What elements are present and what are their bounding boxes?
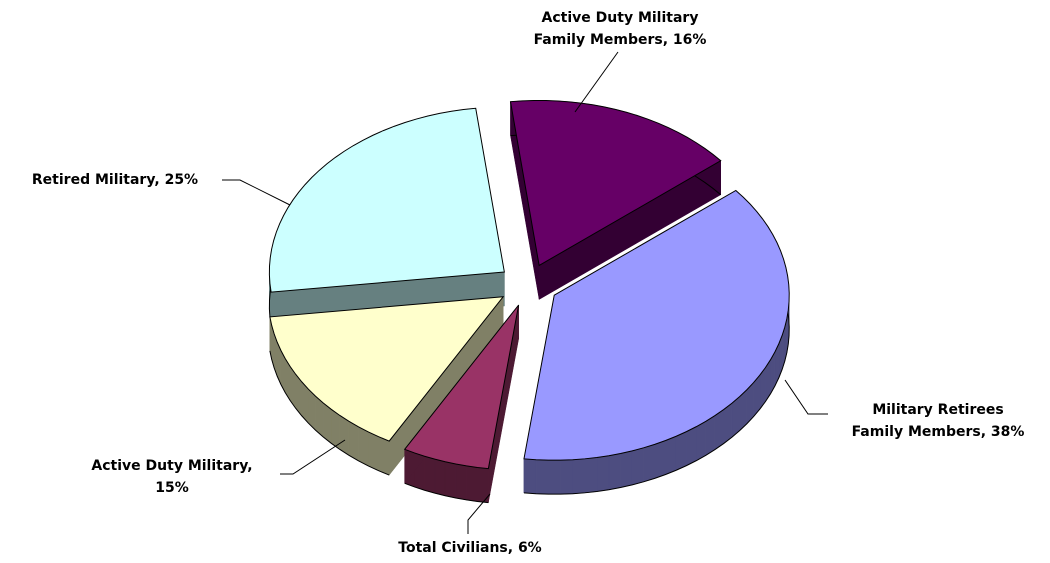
leader-line xyxy=(784,379,828,415)
data-label: Total Civilians, 6% xyxy=(398,540,541,556)
slice-wall-edge xyxy=(404,482,489,504)
slice xyxy=(523,189,790,461)
data-label: Military Retirees xyxy=(872,402,1003,418)
data-label: Family Members, 38% xyxy=(852,424,1025,440)
data-label: Retired Military, 25% xyxy=(32,172,198,188)
slice-wall xyxy=(535,459,549,495)
slice-wall xyxy=(378,436,390,476)
slice xyxy=(269,296,505,442)
slice-wall xyxy=(714,409,724,451)
slice-wall xyxy=(348,420,359,462)
slice-wall xyxy=(339,415,350,456)
leader-line xyxy=(574,51,619,113)
data-label: Active Duty Military xyxy=(542,10,699,26)
slice-wall xyxy=(620,450,633,488)
data-label: 15% xyxy=(155,480,189,496)
slice-wall xyxy=(548,459,561,495)
slice-wall xyxy=(686,426,697,467)
slice-wall xyxy=(696,420,707,462)
slice-wall xyxy=(705,415,716,456)
slice-wall xyxy=(444,461,457,499)
slice-wall xyxy=(596,455,610,492)
slice xyxy=(403,304,520,470)
leader-line xyxy=(467,493,491,534)
slice-wall xyxy=(608,453,621,491)
slice-wall xyxy=(675,431,687,471)
slice xyxy=(509,99,722,267)
slice-wall xyxy=(572,458,586,494)
slice xyxy=(268,107,505,293)
slice-wall xyxy=(560,459,573,495)
slice-wall xyxy=(331,408,341,450)
leader-line xyxy=(222,179,291,206)
slice-wall-edge xyxy=(269,350,390,476)
slice-wall xyxy=(723,402,733,445)
slice-wall xyxy=(643,444,655,483)
data-label: Family Members, 16% xyxy=(534,32,707,48)
data-label: Active Duty Military, xyxy=(91,458,252,474)
slice-wall xyxy=(358,426,369,467)
slice-wall xyxy=(368,431,379,472)
slice-wall xyxy=(631,447,644,486)
slice-wall xyxy=(434,458,446,497)
slice-wall xyxy=(584,457,598,494)
slice-wall xyxy=(424,455,436,494)
slice-wall xyxy=(654,440,666,479)
slice-wall xyxy=(466,465,478,502)
slice-wall xyxy=(665,435,677,475)
leader-line xyxy=(280,439,346,475)
slice-wall xyxy=(455,463,467,501)
